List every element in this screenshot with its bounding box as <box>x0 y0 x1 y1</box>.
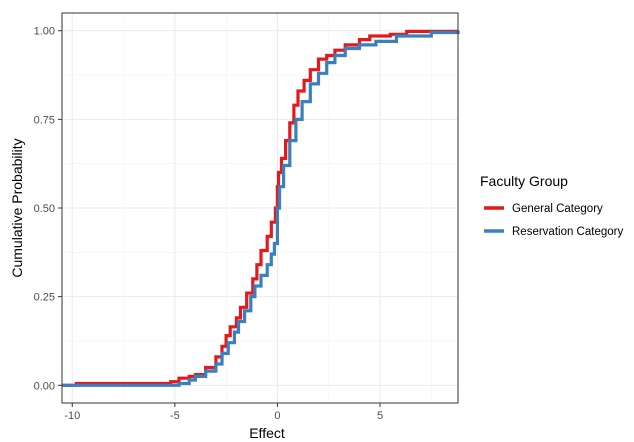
x-axis: -10 -5 0 5 <box>64 403 383 422</box>
x-tick-label: -5 <box>170 410 180 422</box>
y-tick-label: 0.25 <box>34 292 55 304</box>
x-tick-label: 5 <box>377 410 383 422</box>
x-axis-title: Effect <box>249 425 285 441</box>
x-tick-label: 0 <box>274 410 280 422</box>
x-tick-label: -10 <box>64 410 80 422</box>
y-axis: 0.00 0.25 0.50 0.75 1.00 <box>34 26 62 392</box>
legend-title: Faculty Group <box>480 173 568 189</box>
legend-label-1: Reservation Category <box>512 226 623 238</box>
series-line-0 <box>62 29 460 387</box>
y-axis-title: Cumulative Probability <box>9 138 25 277</box>
legend: Faculty Group General Category Reservatio… <box>480 173 623 238</box>
series-line-1 <box>62 30 460 387</box>
legend-label-0: General Category <box>512 203 603 215</box>
y-tick-label: 1.00 <box>34 26 55 38</box>
y-tick-label: 0.75 <box>34 114 55 126</box>
series-layer <box>62 29 460 387</box>
y-tick-label: 0.50 <box>34 203 55 215</box>
y-tick-label: 0.00 <box>34 380 55 392</box>
